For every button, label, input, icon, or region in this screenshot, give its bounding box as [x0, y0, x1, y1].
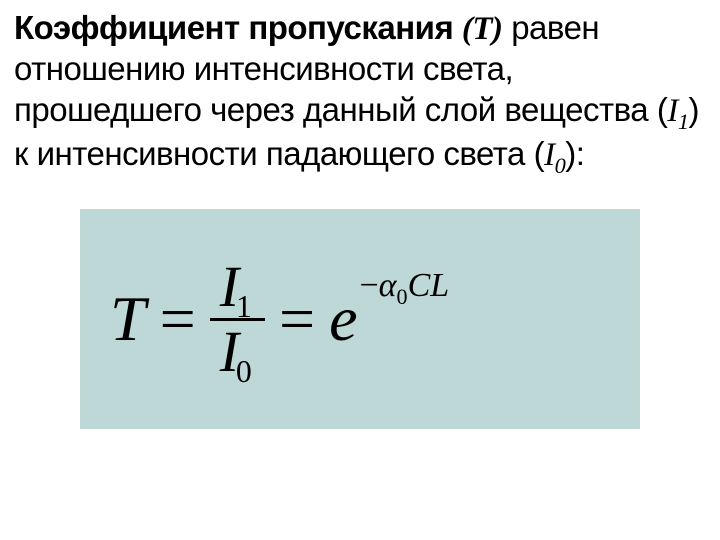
i1-var: I — [667, 93, 678, 129]
formula-T: T — [110, 282, 146, 356]
formula: T = I1 I0 = e −α0CL — [110, 256, 447, 383]
heading-variable: (Т) — [462, 11, 503, 47]
formula-equals-1: = — [160, 282, 196, 356]
formula-box: T = I1 I0 = e −α0CL — [80, 209, 640, 429]
num-sub: 1 — [236, 289, 252, 324]
exp-L: L — [430, 267, 449, 304]
i0-var: I — [544, 137, 555, 173]
den-sub: 0 — [236, 354, 252, 389]
exp-superscript: −α0CL — [359, 267, 449, 305]
exp-base-e: e — [329, 287, 357, 351]
formula-fraction: I1 I0 — [210, 256, 265, 383]
fraction-denominator: I0 — [210, 321, 265, 383]
body-part-3: ): — [565, 135, 584, 172]
exp-alpha: α — [379, 267, 397, 304]
exp-C: C — [408, 267, 431, 304]
heading-bold: Коэффициент пропускания — [14, 9, 462, 46]
exp-alpha-sub: 0 — [397, 284, 408, 309]
exp-minus: − — [359, 267, 378, 304]
formula-exponential: e −α0CL — [329, 287, 447, 351]
i1-sub: 1 — [678, 109, 689, 134]
fraction-numerator: I1 — [210, 256, 265, 318]
definition-text: Коэффициент пропускания (Т) равен отноше… — [14, 8, 706, 179]
formula-equals-2: = — [279, 282, 315, 356]
i0-sub: 0 — [555, 153, 566, 178]
